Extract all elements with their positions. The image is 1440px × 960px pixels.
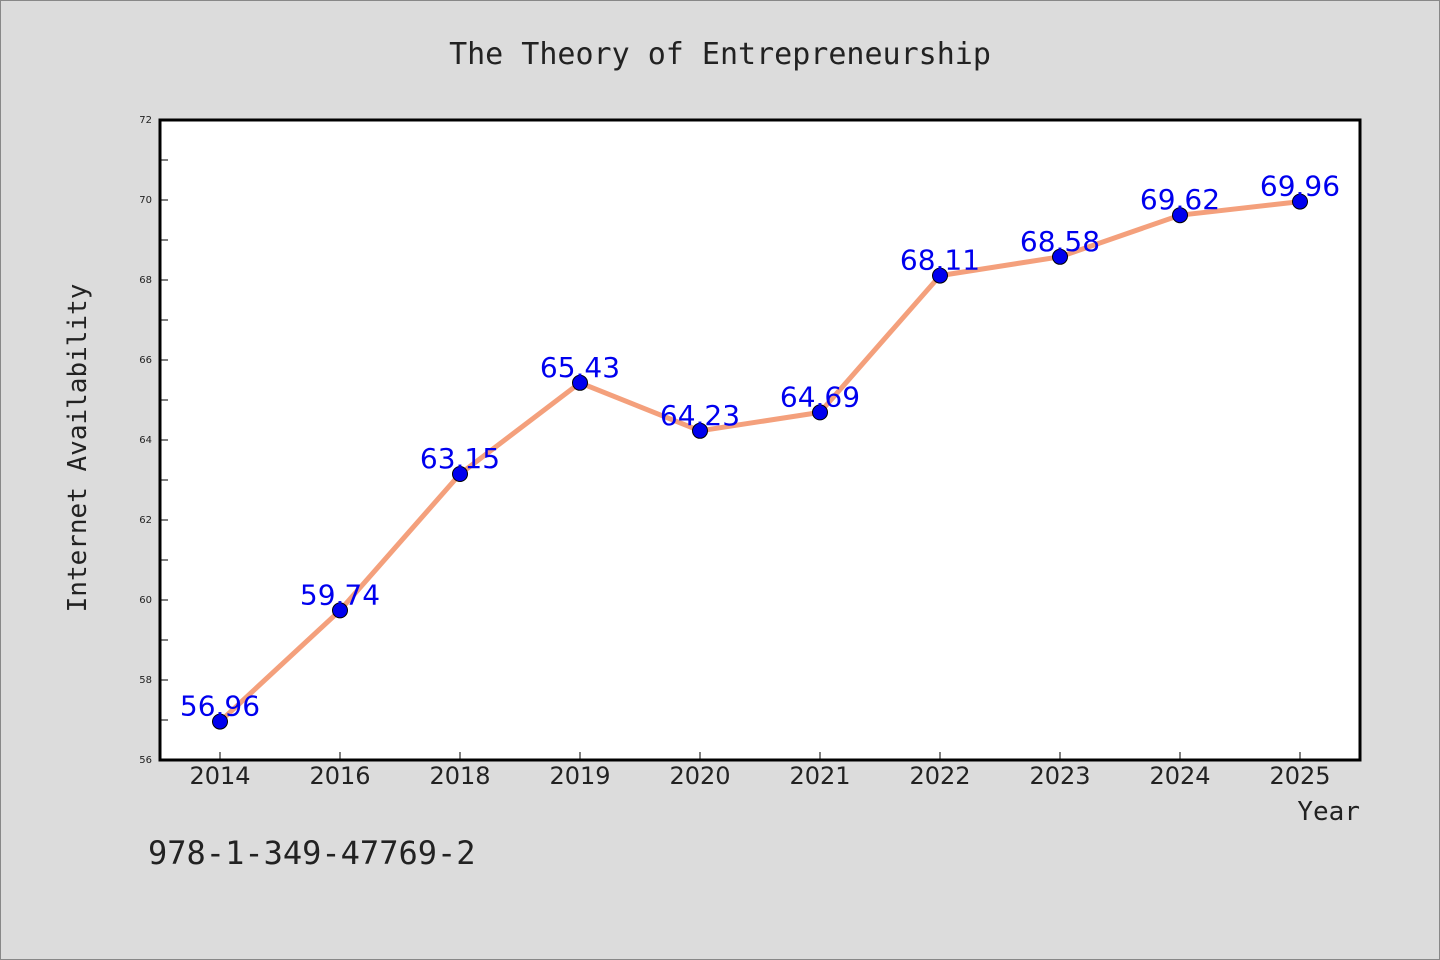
data-label: 64.69	[780, 380, 860, 413]
x-axis-label: Year	[1297, 797, 1360, 827]
data-point	[332, 602, 348, 619]
series-layer	[212, 193, 1308, 730]
x-tick-label: 2023	[1029, 762, 1090, 790]
x-tick-label: 2024	[1149, 762, 1210, 790]
x-axis: 2014 2016 2018 2019 2020 2021 2022 2023 2024 2025	[189, 752, 1331, 790]
series-line	[217, 199, 1303, 725]
x-tick-label: 2016	[309, 762, 370, 790]
data-point	[572, 374, 588, 391]
data-point	[692, 422, 708, 439]
data-point	[1172, 207, 1188, 224]
isbn-annotation: 978-1-349-47769-2	[148, 834, 476, 872]
y-tick-label: 60	[139, 595, 152, 606]
x-tick-label: 2018	[429, 762, 490, 790]
x-tick-label: 2020	[669, 762, 730, 790]
data-point	[212, 713, 228, 730]
y-tick-label: 64	[139, 435, 152, 446]
data-label: 68.58	[1020, 225, 1100, 258]
x-tick-label: 2025	[1269, 762, 1330, 790]
data-point	[932, 267, 948, 284]
x-tick-label: 2014	[189, 762, 250, 790]
y-tick-label: 62	[139, 515, 152, 526]
data-label: 63.15	[420, 442, 500, 475]
data-label: 56.96	[180, 690, 260, 723]
chart-title: The Theory of Entrepreneurship	[449, 37, 991, 72]
y-tick-label: 72	[139, 115, 152, 126]
x-tick-label: 2019	[549, 762, 610, 790]
y-tick-label: 66	[139, 355, 152, 366]
data-point	[452, 466, 468, 482]
data-label: 69.62	[1140, 183, 1220, 216]
y-tick-label: 70	[139, 195, 152, 206]
y-axis-label: Internet Availability	[63, 284, 93, 613]
data-label: 59.74	[300, 578, 380, 611]
data-label: 65.43	[540, 351, 620, 384]
y-tick-label: 56	[139, 755, 152, 766]
y-tick-label: 68	[139, 275, 152, 286]
data-label: 69.96	[1260, 170, 1340, 203]
y-axis: 56 58 60 62 64 66 68 70 72	[139, 115, 168, 766]
data-point	[1052, 248, 1068, 265]
plot-area	[158, 118, 1362, 762]
data-label-layer: 56.96 59.74 63.15 65.43 64.23 64.69 68.11 68.58…	[180, 170, 1340, 723]
x-tick-label: 2021	[789, 762, 850, 790]
y-tick-label: 58	[139, 675, 152, 686]
data-point	[1292, 193, 1308, 210]
data-label: 64.23	[660, 399, 740, 432]
data-label: 68.11	[900, 244, 980, 277]
x-tick-label: 2022	[909, 762, 970, 790]
data-point	[812, 404, 828, 421]
